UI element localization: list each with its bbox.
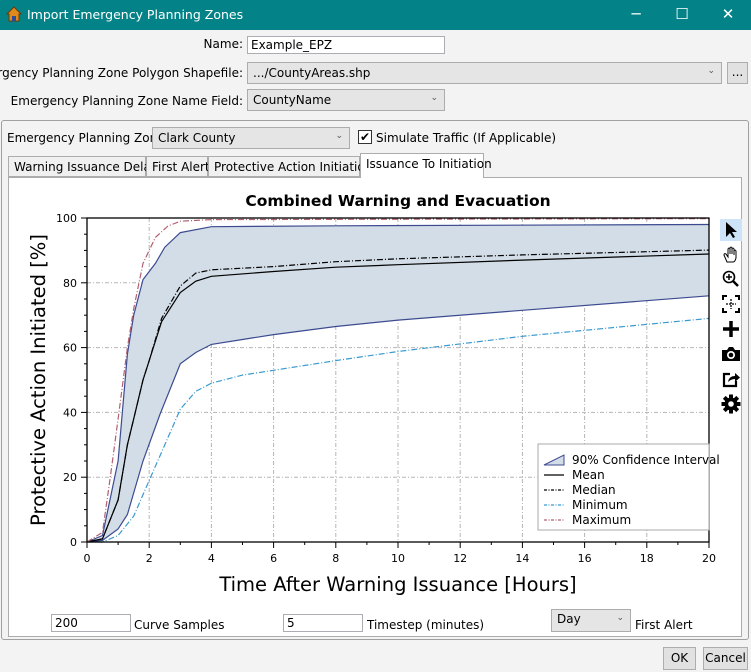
title-bar: Import Emergency Planning Zones ─ ☐ ✕ <box>0 0 751 30</box>
x-axis-label: Time After Warning Issuance [Hours] <box>218 573 576 596</box>
browse-button[interactable]: ... <box>727 62 748 84</box>
shapefile-combo[interactable]: .../CountyAreas.shp ⌄ <box>247 62 722 84</box>
x-tick-label: 4 <box>208 552 215 565</box>
app-house-icon <box>6 6 22 22</box>
chevron-down-icon: ⌄ <box>335 131 343 141</box>
tab-protective-action-initiation[interactable]: Protective Action Initiation <box>208 156 372 177</box>
x-tick-label: 12 <box>453 552 467 565</box>
window-title: Import Emergency Planning Zones <box>27 7 244 22</box>
curve-samples-label: Curve Samples <box>134 618 225 632</box>
y-axis-label: Protective Action Initiated [%] <box>27 234 50 526</box>
timestep-label: Timestep (minutes) <box>367 618 485 632</box>
legend-band-swatch <box>543 454 565 466</box>
export-icon[interactable] <box>720 368 742 390</box>
tab-panel: Combined Warning and Evacuation 0 2 4 6 8 10 12… <box>8 177 742 637</box>
x-tick-label: 8 <box>332 552 339 565</box>
tab-issuance-to-initiation[interactable]: Issuance To Initiation <box>360 153 492 178</box>
ok-button[interactable]: OK <box>663 647 696 670</box>
cancel-button[interactable]: Cancel <box>703 647 748 670</box>
series-median-line <box>86 249 710 543</box>
legend-label: Maximum <box>572 513 631 527</box>
minimize-button[interactable]: ─ <box>631 5 641 23</box>
chevron-down-icon: ⌄ <box>430 93 438 103</box>
y-tick-label: 20 <box>63 471 77 484</box>
x-tick-label: 14 <box>515 552 529 565</box>
pan-hand-icon[interactable] <box>720 244 742 266</box>
confidence-lower-line <box>86 295 710 543</box>
x-tick-label: 2 <box>146 552 153 565</box>
y-tick-label: 100 <box>56 212 77 225</box>
epz-label: Emergency Planning Zone: <box>7 131 169 145</box>
y-tick-label: 60 <box>63 342 77 355</box>
chevron-down-icon: ⌄ <box>616 613 624 623</box>
tab-first-alert[interactable]: First Alert <box>146 156 210 177</box>
add-icon[interactable] <box>720 318 742 340</box>
first-alert-value: Day <box>557 612 581 626</box>
confidence-band <box>87 224 709 542</box>
epz-value: Clark County <box>158 131 236 145</box>
camera-icon[interactable] <box>720 343 742 365</box>
timestep-input[interactable]: 5 <box>283 614 363 632</box>
legend-box <box>537 443 710 531</box>
y-tick-label: 80 <box>63 277 77 290</box>
shapefile-value: .../CountyAreas.shp <box>253 66 371 80</box>
first-alert-label: First Alert <box>635 618 693 632</box>
y-tick-label: 0 <box>70 536 77 549</box>
name-field-value: CountyName <box>253 93 332 107</box>
first-alert-combo[interactable]: Day ⌄ <box>551 609 631 632</box>
x-tick-label: 10 <box>391 552 405 565</box>
x-tick-label: 0 <box>84 552 91 565</box>
legend-label: Minimum <box>572 498 628 512</box>
chevron-down-icon: ⌄ <box>707 66 715 76</box>
legend-label: 90% Confidence Interval <box>572 453 720 467</box>
series-maximum-line <box>86 217 710 543</box>
confidence-upper-line <box>86 223 710 543</box>
pointer-icon[interactable] <box>720 219 742 241</box>
zoom-in-icon[interactable] <box>720 268 742 290</box>
legend-label: Mean <box>572 468 605 482</box>
name-label: Name: <box>203 37 243 51</box>
curve-samples-input[interactable]: 200 <box>51 614 131 632</box>
x-tick-label: 18 <box>640 552 654 565</box>
legend-label: Median <box>572 483 616 497</box>
plot-frame <box>86 217 710 543</box>
simulate-traffic-label: Simulate Traffic (If Applicable) <box>376 131 557 145</box>
epz-group <box>1 120 749 640</box>
tab-warning-issuance-delay[interactable]: Warning Issuance Delay <box>8 156 158 177</box>
close-button[interactable]: ✕ <box>721 5 735 23</box>
simulate-traffic-checkbox[interactable]: ✔ <box>358 130 372 144</box>
maximize-button[interactable]: ☐ <box>675 5 689 23</box>
x-tick-label: 6 <box>270 552 277 565</box>
x-tick-label: 16 <box>578 552 592 565</box>
shapefile-label: Emergency Planning Zone Polygon Shapefil… <box>0 66 243 80</box>
y-tick-label: 40 <box>63 406 77 419</box>
name-field-label: Emergency Planning Zone Name Field: <box>10 94 243 108</box>
chart[interactable]: Combined Warning and Evacuation 0 2 4 6 8 10 12… <box>9 178 741 608</box>
settings-gear-icon[interactable] <box>720 393 742 415</box>
chart-title: Combined Warning and Evacuation <box>245 192 550 210</box>
name-input[interactable]: Example_EPZ <box>247 36 445 54</box>
epz-combo[interactable]: Clark County ⌄ <box>152 127 350 149</box>
fit-extents-icon[interactable] <box>720 293 742 315</box>
x-tick-label: 20 <box>702 552 716 565</box>
name-field-combo[interactable]: CountyName ⌄ <box>247 89 445 111</box>
